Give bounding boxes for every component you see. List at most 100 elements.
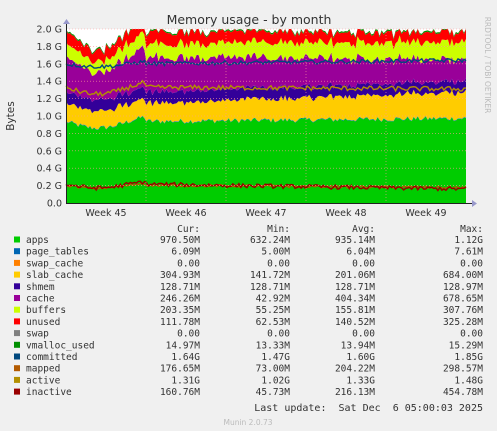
legend: Cur: Min: Avg: Max: apps 970.50M 632.24M 935.14… xyxy=(14,224,483,398)
legend-value-avg: 216.13M xyxy=(335,387,375,398)
legend-value-avg: 404.34M xyxy=(335,294,375,305)
legend-value-max: 684.00M xyxy=(443,270,483,281)
legend-value-avg: 1.33G xyxy=(346,375,375,386)
legend-name: apps xyxy=(26,235,49,246)
legend-name: mapped xyxy=(26,364,60,375)
legend-value-cur: 160.76M xyxy=(160,387,200,398)
legend-name: cache xyxy=(26,294,55,305)
legend-value-avg: 935.14M xyxy=(335,235,375,246)
area-apps xyxy=(66,116,466,203)
legend-value-min: 73.00M xyxy=(256,364,291,375)
legend-value-cur: 246.26M xyxy=(160,294,200,305)
legend-value-cur: 14.97M xyxy=(166,340,201,351)
legend-value-cur: 1.64G xyxy=(171,352,200,363)
legend-value-max: 1.12G xyxy=(454,235,483,246)
legend-value-max: 1.85G xyxy=(454,352,483,363)
x-axis-arrow xyxy=(472,200,477,207)
y-tick-label: 1.4 G xyxy=(37,77,63,88)
area-unused xyxy=(66,29,466,65)
legend-value-min: 1.47G xyxy=(261,352,290,363)
legend-name: inactive xyxy=(26,387,72,398)
legend-value-min: 45.73M xyxy=(256,387,291,398)
legend-value-min: 632.24M xyxy=(250,235,290,246)
legend-header-max: Max: xyxy=(460,224,483,235)
legend-value-max: 454.78M xyxy=(443,387,483,398)
y-tick-label: 1.6 G xyxy=(37,59,63,70)
legend-value-min: 0.00 xyxy=(267,329,290,340)
rrdtool-side-label: RRDTOOL / TOBI OETIKER xyxy=(483,17,492,114)
legend-value-cur: 128.71M xyxy=(160,282,200,293)
y-axis-arrow xyxy=(63,19,70,24)
legend-value-max: 15.29M xyxy=(449,340,484,351)
legend-name: unused xyxy=(26,317,60,328)
last-update: Last update: Sat Dec 6 05:00:03 2025 xyxy=(254,403,483,414)
y-tick-label: 0.2 G xyxy=(37,181,63,192)
x-tick-label: Week 48 xyxy=(325,208,366,219)
legend-value-avg: 155.81M xyxy=(335,305,375,316)
legend-value-min: 1.02G xyxy=(261,375,290,386)
line-active xyxy=(65,79,466,97)
legend-value-min: 13.33M xyxy=(256,340,291,351)
legend-value-avg: 1.60G xyxy=(346,352,375,363)
y-axis-label: Bytes xyxy=(5,101,17,130)
legend-swatch-unused xyxy=(14,318,20,325)
legend-value-min: 55.25M xyxy=(256,305,291,316)
y-tick-label: 1.0 G xyxy=(37,112,63,123)
legend-value-max: 1.48G xyxy=(454,375,483,386)
y-tick-label: 2.0 G xyxy=(37,25,63,36)
x-tick-label: Week 47 xyxy=(245,208,286,219)
legend-value-min: 62.53M xyxy=(256,317,291,328)
legend-swatch-buffers xyxy=(14,306,20,313)
legend-swatch-active xyxy=(14,376,20,383)
area-buffers xyxy=(66,31,466,76)
legend-swatch-page-tables xyxy=(14,248,20,255)
legend-value-avg: 6.04M xyxy=(346,247,375,258)
legend-header-min: Min: xyxy=(267,224,290,235)
area-vmalloc-used xyxy=(66,29,466,55)
legend-value-max: 128.97M xyxy=(443,282,483,293)
y-tick-label: 1.8 G xyxy=(37,42,63,53)
legend-value-max: 307.76M xyxy=(443,305,483,316)
y-tick-label: 0.8 G xyxy=(37,129,63,140)
legend-value-max: 298.57M xyxy=(443,364,483,375)
y-tick-label: 0.4 G xyxy=(37,164,63,175)
legend-value-max: 678.65M xyxy=(443,294,483,305)
legend-name: shmem xyxy=(26,282,55,293)
x-tick-label: Week 49 xyxy=(405,208,446,219)
legend-value-cur: 970.50M xyxy=(160,235,200,246)
legend-value-avg: 204.22M xyxy=(335,364,375,375)
legend-swatch-swap xyxy=(14,330,20,337)
legend-swatch-swap-cache xyxy=(14,259,20,266)
y-axis-ticks: 0.0 0.2 G 0.4 G 0.6 G 0.8 G 1.0 G 1.2 G 1.4 G 1.… xyxy=(37,25,63,210)
legend-name: committed xyxy=(26,352,77,363)
legend-value-min: 5.00M xyxy=(261,247,290,258)
legend-value-cur: 6.09M xyxy=(171,247,200,258)
legend-value-min: 128.71M xyxy=(250,282,290,293)
legend-value-max: 7.61M xyxy=(454,247,483,258)
legend-value-avg: 128.71M xyxy=(335,282,375,293)
area-slab-cache xyxy=(66,89,466,130)
area-shmem xyxy=(66,78,466,114)
legend-swatch-vmalloc-used xyxy=(14,341,20,348)
legend-name: page_tables xyxy=(26,247,89,258)
legend-value-max: 0.00 xyxy=(460,258,483,269)
legend-value-max: 0.00 xyxy=(460,329,483,340)
legend-value-cur: 0.00 xyxy=(177,329,200,340)
legend-name: slab_cache xyxy=(26,270,83,281)
legend-value-avg: 201.06M xyxy=(335,270,375,281)
legend-value-cur: 1.31G xyxy=(171,375,200,386)
legend-value-min: 0.00 xyxy=(267,258,290,269)
legend-value-avg: 0.00 xyxy=(352,329,375,340)
y-tick-label: 0.6 G xyxy=(37,146,63,157)
legend-value-min: 42.92M xyxy=(256,294,291,305)
legend-swatch-committed xyxy=(14,353,20,360)
legend-swatch-inactive xyxy=(14,388,20,395)
grid-lines xyxy=(66,28,466,203)
munin-footer: Munin 2.0.73 xyxy=(223,418,272,427)
legend-name: swap_cache xyxy=(26,258,83,269)
legend-swatch-cache xyxy=(14,295,20,301)
legend-name: buffers xyxy=(26,305,66,316)
line-inactive xyxy=(65,180,467,192)
legend-value-cur: 0.00 xyxy=(177,258,200,269)
